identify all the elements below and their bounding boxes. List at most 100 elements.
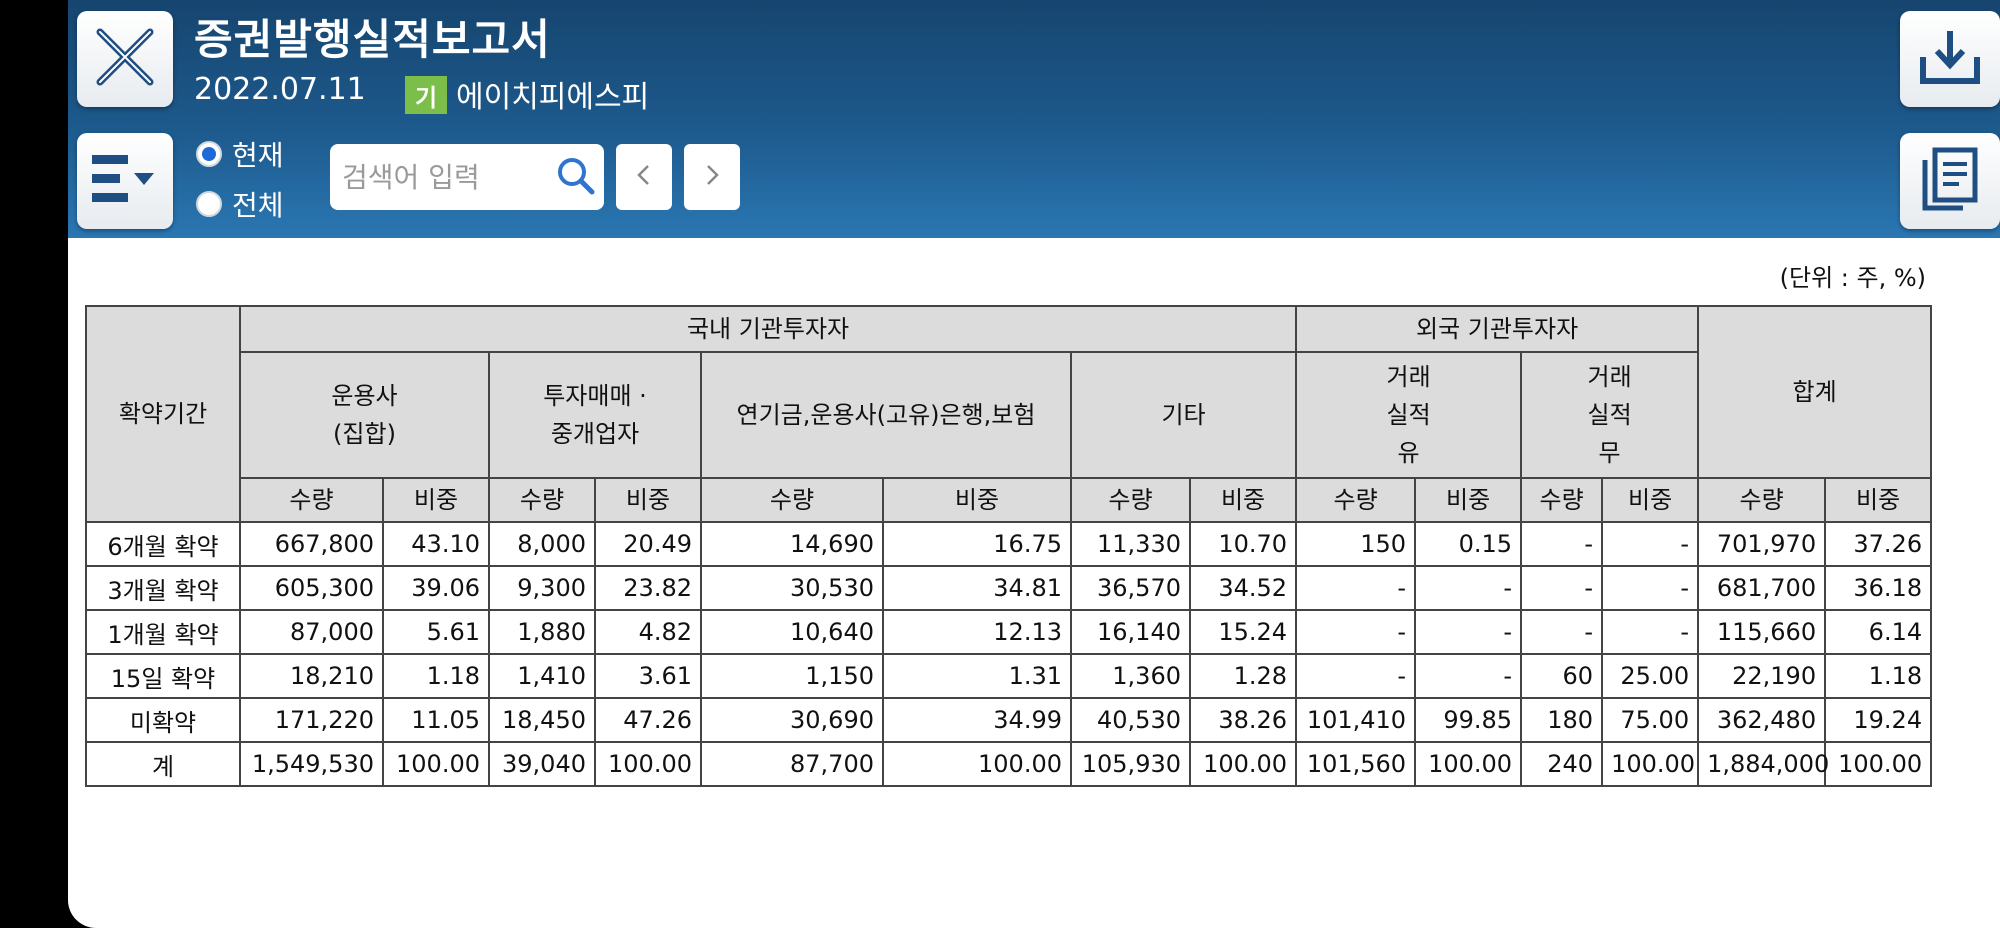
- table-cell: 100.00: [594, 741, 702, 787]
- radio-current-label: 현재: [232, 139, 284, 172]
- table-cell: 1.18: [1824, 653, 1933, 699]
- table-cell: 100.00: [1824, 741, 1933, 787]
- row-period-cell: 15일 확약: [85, 653, 241, 699]
- table-cell: 43.10: [382, 521, 490, 567]
- table-cell: 14,690: [700, 521, 884, 567]
- table-cell: 87,000: [239, 609, 384, 655]
- header-pension: 연기금,운용사(고유)은행,보험: [700, 351, 1072, 479]
- subheader-qty: 수량: [700, 477, 884, 523]
- report-date: 2022.07.11: [194, 72, 366, 107]
- subheader-ratio: 비중: [382, 477, 490, 523]
- menu-icon: [90, 151, 160, 211]
- table-cell: -: [1414, 653, 1523, 699]
- subheader-ratio: 비중: [594, 477, 702, 523]
- table-cell: -: [1295, 565, 1417, 611]
- table-cell: 16.75: [882, 521, 1072, 567]
- table-cell: 11.05: [382, 697, 490, 743]
- table-cell: 100.00: [1601, 741, 1700, 787]
- table-cell: 99.85: [1414, 697, 1523, 743]
- header-period: 확약기간: [85, 305, 241, 523]
- header-other: 기타: [1069, 351, 1298, 479]
- table-row: 1개월 확약 87,000 5.61 1,880 4.82 10,640 12.13 16,1…: [85, 609, 1933, 655]
- table-cell: 180: [1520, 697, 1604, 743]
- table-cell: 667,800: [239, 521, 384, 567]
- table-cell: 4.82: [594, 609, 702, 655]
- header-bar: 증권발행실적보고서 2022.07.11 기 에이치피에스피 현재 전체: [68, 0, 2000, 238]
- chevron-right-icon: [702, 163, 722, 191]
- subheader-qty: 수량: [1520, 477, 1604, 523]
- menu-button[interactable]: [77, 133, 173, 229]
- header-foreign-no-line1: 거래: [1587, 363, 1632, 391]
- header-foreign-yes-line3: 유: [1397, 439, 1420, 467]
- table-cell: 18,210: [239, 653, 384, 699]
- table-cell: 605,300: [239, 565, 384, 611]
- close-icon: [92, 24, 158, 94]
- page-title: 증권발행실적보고서: [194, 15, 551, 64]
- table-cell: 1.28: [1188, 653, 1298, 699]
- header-foreign-yes-line1: 거래: [1386, 363, 1431, 391]
- header-manager-line2: (집합): [333, 420, 396, 448]
- table-cell: 34.81: [882, 565, 1072, 611]
- document-button[interactable]: [1900, 133, 2000, 229]
- header-foreign-no: 거래 실적 무: [1520, 351, 1700, 479]
- subheader-ratio: 비중: [1601, 477, 1700, 523]
- radio-all[interactable]: 전체: [196, 184, 284, 224]
- table-cell: 1.18: [382, 653, 490, 699]
- header-dealer-line1: 투자매매 ·: [543, 382, 647, 410]
- subheader-qty: 수량: [239, 477, 384, 523]
- subheader-qty: 수량: [1697, 477, 1827, 523]
- table-cell: -: [1295, 653, 1417, 699]
- table-cell: 10,640: [700, 609, 884, 655]
- company-name: 에이치피에스피: [456, 80, 650, 115]
- table-cell: 6.14: [1824, 609, 1933, 655]
- radio-current-dot[interactable]: [196, 141, 222, 167]
- radio-all-dot[interactable]: [196, 191, 222, 217]
- search-icon[interactable]: [556, 156, 596, 200]
- table-cell: 9,300: [488, 565, 596, 611]
- header-foreign-no-line3: 무: [1598, 439, 1621, 467]
- table-cell: 1,884,000: [1697, 741, 1829, 787]
- row-period-cell: 미확약: [85, 697, 241, 743]
- table-cell: 36.18: [1824, 565, 1933, 611]
- table-cell: 1,549,530: [239, 741, 384, 787]
- next-button[interactable]: [684, 144, 740, 210]
- table-cell: 39,040: [488, 741, 596, 787]
- table-cell: 22,190: [1697, 653, 1827, 699]
- table-cell: 150: [1295, 521, 1417, 567]
- table-cell: 1,360: [1070, 653, 1191, 699]
- table-cell: 115,660: [1697, 609, 1827, 655]
- radio-current[interactable]: 현재: [196, 134, 284, 174]
- table-cell: 16,140: [1070, 609, 1191, 655]
- app-frame: 증권발행실적보고서 2022.07.11 기 에이치피에스피 현재 전체: [68, 0, 2000, 928]
- table-cell: -: [1295, 609, 1417, 655]
- table-cell: 25.00: [1601, 653, 1700, 699]
- header-foreign-yes: 거래 실적 유: [1295, 351, 1523, 479]
- table-cell: 1.31: [882, 653, 1072, 699]
- table-cell: 47.26: [594, 697, 702, 743]
- prev-button[interactable]: [616, 144, 672, 210]
- document-icon: [1917, 146, 1983, 216]
- download-button[interactable]: [1900, 11, 2000, 107]
- table-cell: 1,880: [488, 609, 596, 655]
- header-manager: 운용사 (집합): [239, 351, 490, 479]
- table-row: 미확약 171,220 11.05 18,450 47.26 30,690 34.99 40,…: [85, 697, 1933, 743]
- table-cell: 1,150: [700, 653, 884, 699]
- table-cell: 681,700: [1697, 565, 1827, 611]
- header-dealer: 투자매매 · 중개업자: [488, 351, 702, 479]
- table-cell: 171,220: [239, 697, 384, 743]
- header-foreign-no-line2: 실적: [1587, 401, 1632, 429]
- table-cell: -: [1414, 565, 1523, 611]
- table-cell: -: [1520, 565, 1604, 611]
- table-cell: 12.13: [882, 609, 1072, 655]
- table-cell: 100.00: [382, 741, 490, 787]
- search-input[interactable]: [340, 154, 544, 200]
- table-cell: 34.99: [882, 697, 1072, 743]
- table-cell: 37.26: [1824, 521, 1933, 567]
- table-cell: 11,330: [1070, 521, 1191, 567]
- table-cell: 101,560: [1295, 741, 1417, 787]
- close-button[interactable]: [77, 11, 173, 107]
- subheader-ratio: 비중: [1824, 477, 1933, 523]
- table-cell: 8,000: [488, 521, 596, 567]
- table-row: 계 1,549,530 100.00 39,040 100.00 87,700 100.00…: [85, 741, 1933, 787]
- table-cell: 60: [1520, 653, 1604, 699]
